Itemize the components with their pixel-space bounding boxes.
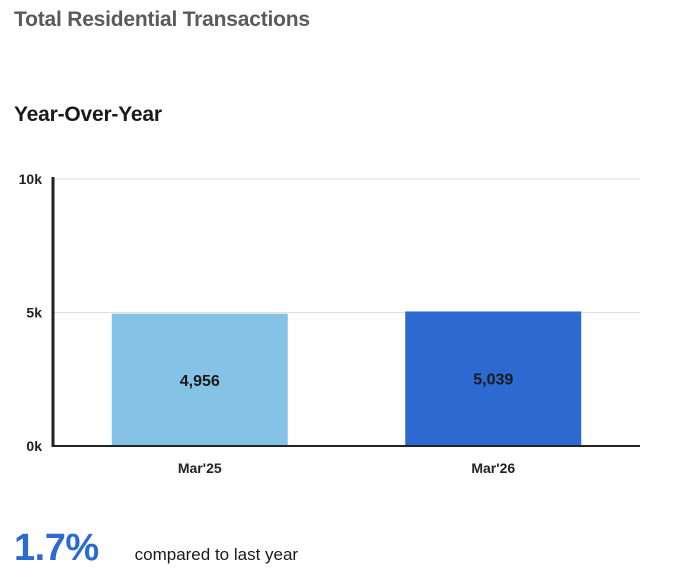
summary-caption: compared to last year [134, 545, 299, 564]
x-tick-label: Mar'25 [178, 460, 222, 476]
y-tick-label: 5k [26, 305, 42, 321]
change-summary: 1.7% compared to last year [14, 527, 298, 570]
y-tick-label: 10k [19, 171, 43, 187]
grid-lines [53, 178, 640, 313]
bar-chart: 4,956 5,039 0k 5k 10k Mar'25 Mar'26 [19, 171, 640, 476]
bar-value-label: 4,956 [180, 373, 220, 390]
section-title: Year-Over-Year [14, 103, 162, 126]
axes: 0k 5k 10k Mar'25 Mar'26 [19, 171, 640, 476]
bar-mar26 [405, 311, 582, 446]
y-tick-label: 0k [26, 438, 42, 454]
x-tick-label: Mar'26 [471, 460, 515, 476]
bar-value-label: 5,039 [473, 372, 513, 389]
page-title: Total Residential Transactions [14, 8, 310, 31]
percent-change: 1.7% [14, 527, 99, 569]
bars: 4,956 5,039 [111, 311, 582, 446]
bar-mar25 [111, 313, 288, 446]
